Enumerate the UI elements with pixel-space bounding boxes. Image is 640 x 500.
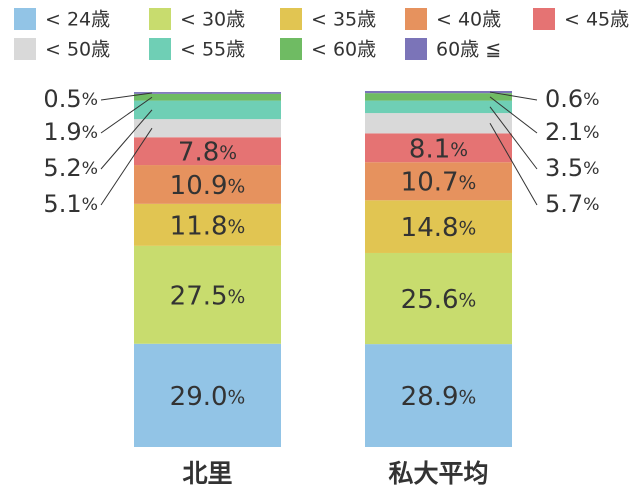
bar-stack	[134, 92, 281, 447]
percent-sign: %	[459, 290, 477, 311]
bar-segment	[365, 162, 512, 201]
percent-sign: %	[459, 173, 477, 194]
legend-swatch	[405, 8, 427, 30]
bar-segment	[365, 344, 512, 447]
percent-sign: %	[459, 387, 477, 408]
percent-sign: %	[228, 216, 246, 237]
legend-swatch	[14, 8, 36, 30]
segment-value-label: 27.5%	[170, 281, 246, 311]
legend-swatch	[533, 8, 555, 30]
leader-line	[489, 106, 538, 170]
legend-item: < 24歳	[14, 8, 110, 31]
segment-value-label: 25.6%	[401, 285, 477, 315]
legend-item: < 35歳	[280, 8, 376, 31]
callout-value-label: 0.5%	[43, 85, 98, 113]
category-labels: 北里 私大平均	[182, 459, 488, 488]
bar-segment	[365, 133, 512, 163]
callout-value-label: 2.1%	[545, 118, 600, 146]
legend-swatch	[14, 38, 36, 60]
legend-swatch	[149, 8, 171, 30]
percent-sign: %	[583, 159, 599, 179]
callout-value-label: 5.7%	[545, 190, 600, 218]
data-labels: 29.0% 27.5% 11.8% 10.9%7.8% 28.9% 25.6% 14.8% 1…	[43, 85, 599, 412]
category-label: 北里	[182, 459, 232, 488]
leader-line	[100, 92, 153, 101]
leader-line	[100, 127, 153, 206]
segment-value-label: 28.9%	[401, 382, 477, 412]
legend-item: < 30歳	[149, 8, 245, 31]
percent-sign: %	[228, 286, 246, 307]
legend-label: < 50歳	[45, 39, 110, 61]
callout-leaders	[100, 91, 538, 206]
percent-sign: %	[82, 195, 98, 215]
callout-value-label: 0.6%	[545, 85, 600, 113]
percent-sign: %	[583, 123, 599, 143]
bar-segment	[365, 252, 512, 345]
segment-value-label: 29.0%	[170, 382, 246, 412]
legend-swatch	[280, 8, 302, 30]
bar-segment	[365, 200, 512, 253]
percent-sign: %	[82, 123, 98, 143]
bar-segment	[134, 245, 281, 344]
percent-sign: %	[228, 176, 246, 197]
percent-sign: %	[450, 139, 468, 160]
segment-value-label: 14.8%	[401, 213, 477, 243]
legend-swatch	[149, 38, 171, 60]
percent-sign: %	[219, 143, 237, 164]
bars	[134, 91, 512, 447]
legend-swatch	[405, 38, 427, 60]
percent-sign: %	[583, 195, 599, 215]
percent-sign: %	[82, 159, 98, 179]
legend-item: < 45歳	[533, 8, 629, 31]
percent-sign: %	[459, 218, 477, 239]
segment-value-label: 11.8%	[170, 211, 246, 241]
segment-value-label: 10.7%	[401, 168, 477, 198]
legend-label: < 30歳	[180, 9, 245, 31]
bar-segment	[134, 93, 281, 101]
segment-value-label: 10.9%	[170, 171, 246, 201]
legend-label: < 45歳	[564, 9, 629, 31]
bar-stack	[365, 91, 512, 447]
legend: < 24歳 < 30歳 < 35歳 < 40歳 < 45歳 < 50歳 < 55歳 < 60歳…	[14, 8, 629, 61]
legend-label: 60歳 ≦	[436, 39, 501, 61]
leader-line	[489, 122, 538, 206]
legend-label: < 35歳	[311, 9, 376, 31]
callout-value-label: 5.1%	[43, 190, 98, 218]
legend-item: 60歳 ≦	[405, 38, 501, 61]
legend-item: < 55歳	[149, 38, 245, 61]
callout-value-label: 1.9%	[43, 118, 98, 146]
percent-sign: %	[82, 90, 98, 110]
legend-label: < 40歳	[436, 9, 501, 31]
bar-segment	[134, 165, 281, 204]
leader-line	[489, 91, 538, 101]
bar-segment	[365, 100, 512, 114]
leader-line	[100, 96, 153, 134]
legend-label: < 55歳	[180, 39, 245, 61]
category-label: 私大平均	[388, 459, 488, 488]
legend-item: < 60歳	[280, 38, 376, 61]
legend-label: < 24歳	[45, 9, 110, 31]
legend-swatch	[280, 38, 302, 60]
leader-line	[100, 109, 153, 170]
bar-segment	[134, 343, 281, 447]
bar-segment	[134, 137, 281, 166]
callout-value-label: 5.2%	[43, 154, 98, 182]
bar-segment	[134, 203, 281, 246]
segment-value-label: 7.8%	[178, 138, 237, 168]
bar-segment	[365, 93, 512, 101]
percent-sign: %	[228, 387, 246, 408]
segment-value-label: 8.1%	[409, 134, 468, 164]
bar-segment	[134, 100, 281, 120]
callout-value-label: 3.5%	[545, 154, 600, 182]
percent-sign: %	[583, 90, 599, 110]
bar-segment	[134, 92, 281, 94]
bar-segment	[134, 119, 281, 138]
legend-label: < 60歳	[311, 39, 376, 61]
leader-line	[489, 96, 538, 134]
legend-item: < 50歳	[14, 38, 110, 61]
bar-segment	[365, 113, 512, 134]
legend-item: < 40歳	[405, 8, 501, 31]
bar-segment	[365, 91, 512, 94]
